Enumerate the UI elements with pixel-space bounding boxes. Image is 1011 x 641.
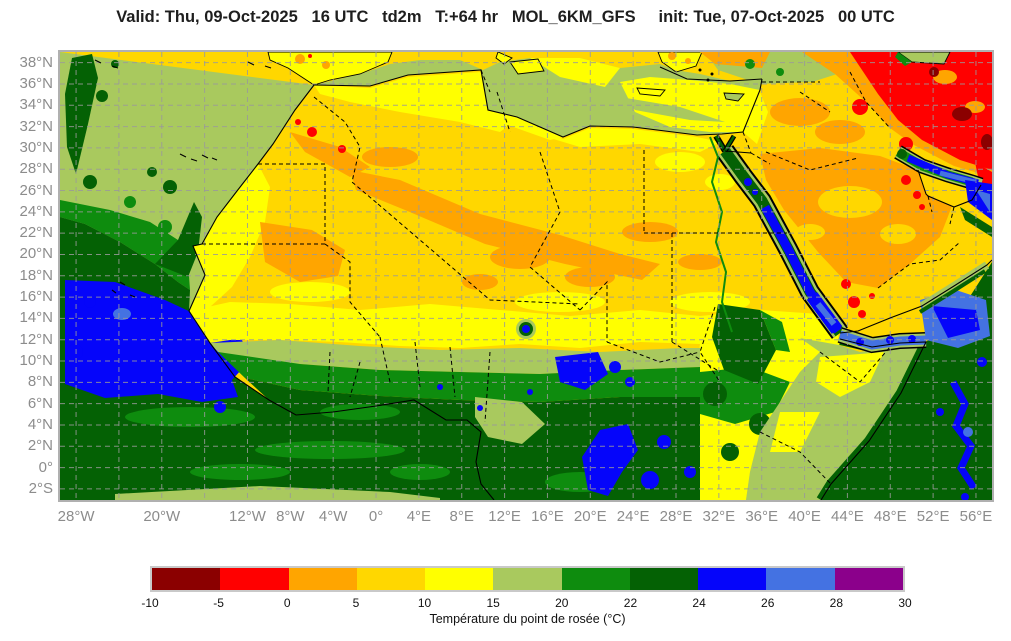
lon-tick-label: 28°E	[659, 508, 693, 525]
lon-tick-label: 44°E	[831, 508, 864, 525]
mediterranean-layer	[268, 52, 860, 140]
lon-tick-label: 36°E	[745, 508, 779, 525]
lat-tick-label: 34°N	[19, 96, 53, 114]
lat-tick-label: 30°N	[19, 138, 53, 156]
colorbar-tick-label: -5	[213, 596, 224, 610]
arabia-iran-layer	[743, 52, 992, 318]
lon-tick-label: 12°E	[488, 508, 521, 525]
lon-tick-label: 4°W	[318, 508, 348, 525]
lon-tick-label: 8°E	[449, 508, 474, 525]
colorbar-segment	[152, 568, 221, 590]
lon-tick-label: 20°E	[573, 508, 607, 525]
lat-tick-label: 28°N	[19, 160, 53, 178]
lat-tick-label: 18°N	[19, 266, 53, 284]
colorbar-segment	[425, 568, 494, 590]
lat-tick-label: 8°N	[27, 373, 53, 391]
lon-tick-label: 52°E	[916, 508, 950, 525]
lat-tick-label: 36°N	[19, 74, 53, 92]
colorbar-segment	[288, 568, 357, 590]
atlantic-ocean-layer	[60, 52, 494, 500]
colorbar-tick-label: 24	[692, 596, 706, 610]
page-title: Valid: Thu, 09-Oct-2025 16 UTC td2m T:+6…	[116, 8, 895, 26]
lon-tick-label: 16°E	[531, 508, 564, 525]
coastlines	[95, 60, 992, 500]
colorbar-tick-label: 5	[352, 596, 360, 610]
lon-tick-label: 12°W	[229, 508, 266, 525]
graticule-grid	[60, 52, 992, 500]
lat-tick-label: 2°N	[27, 437, 53, 455]
colorbar-segment	[766, 568, 835, 590]
lon-tick-label: 24°E	[616, 508, 650, 525]
lon-tick-label: 20°W	[143, 508, 181, 525]
map-frame	[58, 50, 994, 502]
colorbar-segment	[561, 568, 630, 590]
colorbar-segment	[356, 568, 426, 590]
colorbar-segment	[493, 568, 562, 590]
colorbar-tick-label: 0	[283, 596, 291, 610]
red-sea-gulfs-layer	[710, 136, 992, 348]
lat-tick-label: 22°N	[19, 224, 53, 242]
colorbar-tick-label: 28	[829, 596, 844, 610]
lon-tick-label: 28°W	[57, 508, 95, 525]
colorbar-tick-label: 10	[417, 596, 432, 610]
colorbar-tick-label: 15	[486, 596, 500, 610]
lon-tick-label: 4°E	[406, 508, 432, 525]
lat-tick-label: 10°N	[19, 352, 53, 370]
colorbar	[150, 566, 905, 592]
country-borders	[202, 70, 960, 484]
colorbar-tick-label: -10	[141, 596, 159, 610]
colorbar-segment	[698, 568, 767, 590]
lon-tick-label: 48°E	[873, 508, 907, 525]
lat-tick-label: 38°N	[19, 53, 53, 71]
colorbar-segment	[834, 568, 903, 590]
lat-tick-label: 16°N	[19, 288, 53, 306]
lat-tick-label: 0°	[38, 458, 53, 476]
equatorial-africa-layer	[210, 304, 790, 500]
lat-tick-label: 26°N	[19, 181, 53, 199]
lon-tick-label: 56°E	[959, 508, 993, 525]
lat-tick-label: 32°N	[19, 117, 53, 135]
lon-tick-label: 40°E	[788, 508, 821, 525]
colorbar-segment	[220, 568, 289, 590]
longitude-axis: 28°W 20°W 12°W 8°W 4°W 0° 4°E 8°E 12°E 16°E 20°E 24…	[57, 506, 993, 530]
lat-tick-label: 4°N	[27, 415, 53, 433]
latitude-axis: 38°N 36°N 34°N 32°N 30°N 28°N 26°N 24°N 22°N 20°N…	[0, 52, 54, 500]
lat-tick-label: 6°N	[27, 394, 53, 412]
lat-tick-label: 20°N	[19, 245, 53, 263]
lat-tick-label: 14°N	[19, 309, 53, 327]
dewpoint-map	[60, 52, 992, 500]
colorbar-tick-label: 26	[761, 596, 775, 610]
colorbar-tick-label: 20	[555, 596, 569, 610]
colorbar-caption: Température du point de rosée (°C)	[429, 612, 626, 626]
lat-tick-label: 2°S	[28, 479, 53, 497]
lat-tick-label: 12°N	[19, 330, 53, 348]
colorbar-tick-label: 30	[898, 596, 912, 610]
lon-tick-label: 0°	[368, 508, 384, 525]
colorbar-tick-label: 22	[623, 596, 638, 610]
lat-tick-label: 24°N	[19, 202, 53, 220]
lon-tick-label: 8°W	[276, 508, 305, 525]
colorbar-segment	[629, 568, 699, 590]
lon-tick-label: 32°E	[702, 508, 736, 525]
colorbar-ticks: -10 -5 0 5 10 15 20 22 24 26 28 30	[141, 596, 911, 610]
